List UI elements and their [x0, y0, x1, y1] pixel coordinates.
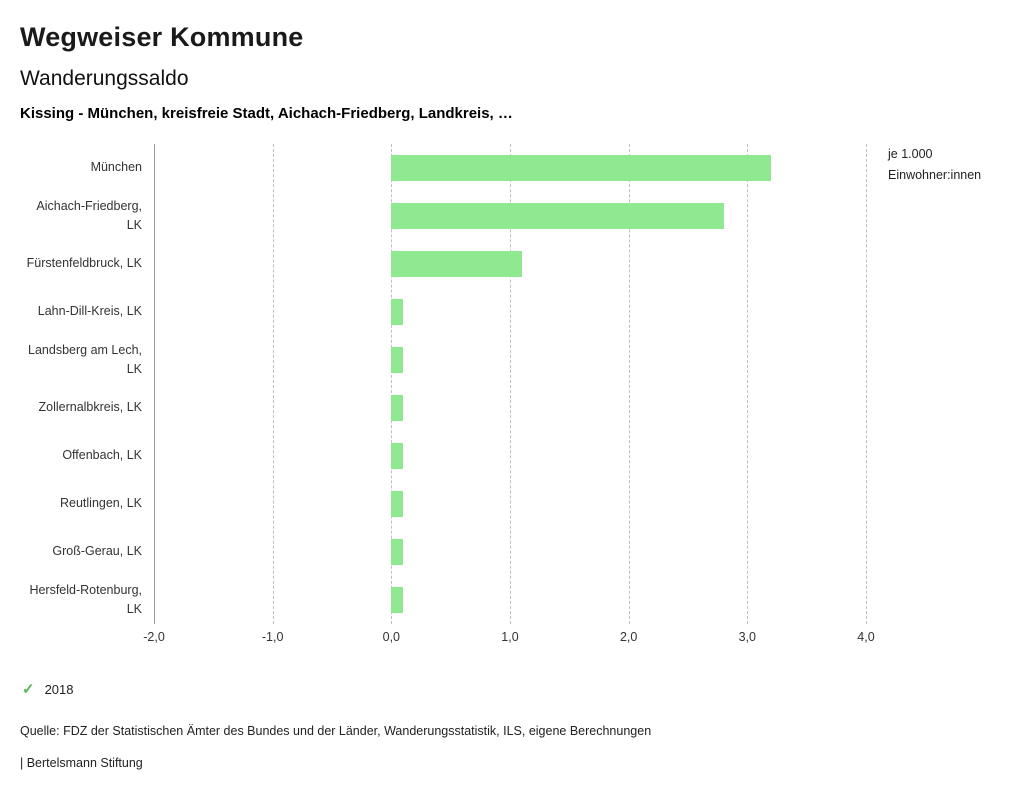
bar[interactable] [391, 395, 404, 421]
x-tick-label: 0,0 [382, 630, 401, 644]
gridline [866, 144, 867, 624]
x-tick-label: -1,0 [261, 630, 284, 644]
bar[interactable] [391, 155, 772, 181]
category-label: Lahn-Dill-Kreis, LK [37, 304, 142, 319]
bar[interactable] [391, 491, 404, 517]
chart-description: Kissing - München, kreisfreie Stadt, Aic… [20, 105, 513, 122]
x-tick-label: 4,0 [857, 630, 875, 644]
bar-row [154, 144, 866, 192]
chart-title: Wanderungssaldo [20, 67, 189, 90]
x-tick-label: 3,0 [738, 630, 757, 644]
bar[interactable] [391, 251, 522, 277]
category-label: Landsberg am Lech, LK [28, 342, 142, 376]
bar-row [154, 288, 866, 336]
category-label: Aichach-Friedberg, LK [36, 198, 142, 232]
x-tick-label: 1,0 [501, 630, 519, 644]
category-label: Groß-Gerau, LK [52, 544, 142, 559]
bar[interactable] [391, 587, 404, 613]
bar-rows [154, 144, 866, 624]
category-label: Zollernalbkreis, LK [38, 400, 142, 415]
bar[interactable] [391, 347, 404, 373]
bar-row [154, 576, 866, 624]
bar-row [154, 480, 866, 528]
legend[interactable]: ✓ 2018 [22, 680, 1004, 698]
bar[interactable] [391, 203, 724, 229]
x-axis-unit-line2: Einwohner:innen [888, 167, 982, 182]
bar-row [154, 384, 866, 432]
x-axis: -2,0 -1,0 0,0 1,0 2,0 3,0 4,0 [143, 624, 874, 646]
category-label: Offenbach, LK [62, 448, 142, 463]
plot-area [154, 144, 867, 624]
x-axis-unit-line1: je 1.000 [888, 147, 933, 161]
bar-row [154, 240, 866, 288]
bar-row [154, 432, 866, 480]
category-label: Hersfeld-Rotenburg, LK [29, 582, 142, 616]
category-label: Reutlingen, LK [59, 496, 142, 511]
bar-row [154, 336, 866, 384]
source-note: Quelle: FDZ der Statistischen Ämter des … [20, 724, 652, 738]
x-tick-label: 2,0 [619, 630, 638, 644]
category-label: München [90, 160, 142, 175]
legend-year-label: 2018 [44, 681, 74, 697]
bar-row [154, 192, 866, 240]
bar[interactable] [391, 299, 404, 325]
category-labels: München Aichach-Friedberg, LK Fürstenfeldb… [20, 144, 150, 624]
bar[interactable] [391, 443, 404, 469]
checkmark-icon: ✓ [22, 681, 35, 698]
x-tick-label: -2,0 [143, 630, 165, 644]
bar-chart: München Aichach-Friedberg, LK Fürstenfeldb… [20, 144, 1004, 646]
page-title: Wegweiser Kommune [20, 22, 304, 52]
bar[interactable] [391, 539, 404, 565]
x-axis-unit-label: je 1.000 Einwohner:innen [888, 144, 1008, 185]
category-label: Fürstenfeldbruck, LK [26, 256, 142, 271]
branding-note: | Bertelsmann Stiftung [20, 756, 143, 770]
bar-row [154, 528, 866, 576]
